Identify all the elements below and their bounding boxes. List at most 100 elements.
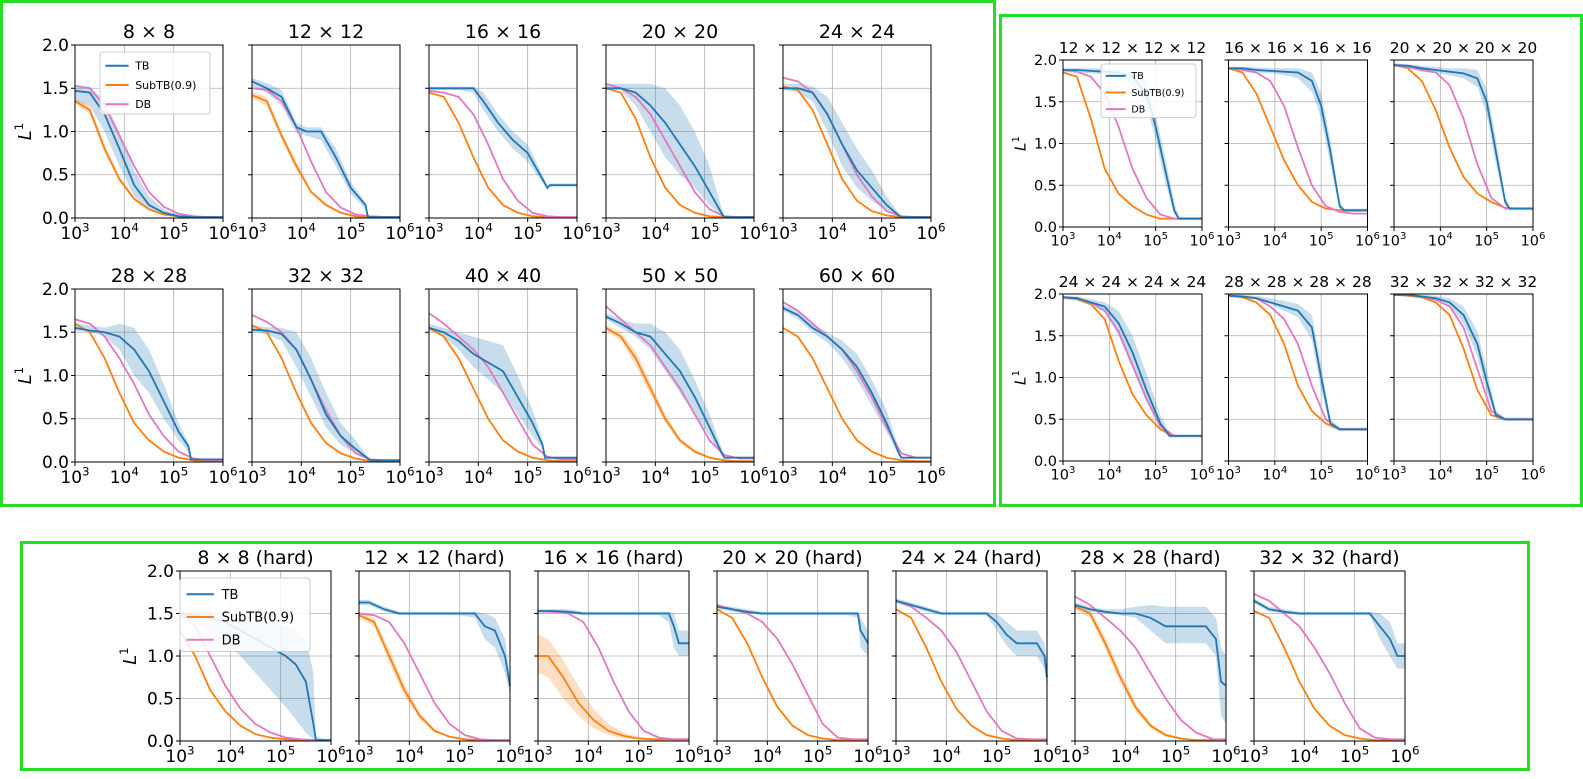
series-tb (251, 80, 400, 219)
x-tick-label: 103 (591, 220, 620, 244)
x-tick-label: 104 (1262, 465, 1287, 484)
y-tick-label: 1.5 (147, 604, 174, 624)
chart-4d-20-20-20-20: 103 104 105 106 20 × 20 × 20 × 20 (1382, 39, 1546, 250)
x-tick-label: 103 (1239, 743, 1268, 767)
series-db (895, 599, 1047, 741)
series-subtb-0-9 (1074, 605, 1226, 741)
chart-2d-24-24: 103 104 105 106 24 × 24 (768, 21, 945, 244)
series-tb (538, 610, 689, 645)
band-subtb-0-9 (252, 91, 400, 218)
y-tick-label: 0.5 (42, 166, 69, 186)
x-tick-label: 103 (60, 220, 89, 244)
x-tick-label: 104 (110, 220, 139, 244)
x-tick-label: 103 (881, 743, 910, 767)
x-tick-label: 104 (1290, 743, 1319, 767)
y-tick-label: 0.5 (42, 410, 69, 430)
panel-hard (20, 541, 1530, 771)
series-tb (429, 87, 577, 190)
x-tick-label: 105 (867, 464, 896, 488)
chart-title: 32 × 32 (288, 265, 364, 287)
legend-label-subtb-0-9: SubTB(0.9) (135, 79, 196, 92)
band-tb (252, 77, 400, 218)
chart-hard-8-8-hard: 0.0 0.5 1.0 1.5 2.0 103 104 105 106 L1 8 × 8 (hard… (117, 547, 345, 767)
chart-hard-24-24-hard: 103 104 105 106 24 × 24 (hard) (881, 547, 1061, 767)
series-subtb-0-9 (1228, 67, 1368, 212)
series-tb (1394, 293, 1533, 421)
series-tb (428, 327, 577, 459)
x-tick-label: 105 (624, 743, 653, 767)
series-db (782, 301, 931, 459)
legend-label-tb: TB (221, 588, 239, 603)
chart-2d-16-16: 103 104 105 106 16 × 16 (414, 21, 591, 244)
x-tick-label: 105 (513, 464, 542, 488)
series-tb (606, 87, 754, 219)
band-tb (1075, 602, 1226, 724)
series-db (251, 87, 400, 219)
series-db (1062, 296, 1202, 437)
band-tb (783, 304, 931, 459)
chart-title: 32 × 32 × 32 × 32 (1390, 273, 1537, 291)
chart-2d-8-8: 0.0 0.5 1.0 1.5 2.0 103 104 105 106 L1 8 × 8 TB SubT… (12, 21, 237, 244)
x-tick-label: 103 (1051, 465, 1076, 484)
series-tb (1062, 296, 1202, 437)
y-axis-label: L1 (1011, 370, 1030, 385)
band-subtb-0-9 (1075, 604, 1226, 741)
chart-title: 16 × 16 (hard) (543, 547, 683, 569)
chart-title: 20 × 20 × 20 × 20 (1390, 39, 1537, 57)
x-tick-label: 106 (1521, 231, 1546, 250)
x-tick-label: 105 (803, 743, 832, 767)
y-tick-label: 1.0 (42, 366, 69, 386)
x-tick-label: 103 (591, 464, 620, 488)
chart-title: 20 × 20 (hard) (722, 547, 862, 569)
x-tick-label: 105 (1309, 465, 1334, 484)
x-tick-label: 106 (853, 743, 882, 767)
chart-title: 8 × 8 (123, 21, 175, 43)
series-tb (1228, 294, 1368, 431)
legend-label-tb: TB (1130, 71, 1143, 82)
y-axis-label: L1 (12, 123, 36, 141)
series-tb (1228, 67, 1368, 212)
x-tick-label: 105 (336, 220, 365, 244)
x-tick-label: 105 (982, 743, 1011, 767)
series-tb (359, 601, 511, 686)
x-tick-label: 106 (674, 743, 703, 767)
chart-title: 28 × 28 (111, 265, 187, 287)
y-tick-label: 1.5 (42, 79, 69, 99)
x-tick-label: 105 (1161, 743, 1190, 767)
x-tick-label: 105 (1309, 231, 1334, 250)
x-tick-label: 103 (414, 464, 443, 488)
x-tick-label: 105 (867, 220, 896, 244)
chart-2d-12-12: 103 104 105 106 12 × 12 (237, 21, 414, 244)
band-tb (606, 83, 754, 218)
y-tick-label: 0.5 (1034, 412, 1057, 428)
x-tick-label: 106 (495, 743, 524, 767)
series-tb (895, 599, 1048, 678)
band-subtb-0-9 (359, 611, 510, 741)
chart-hard-16-16-hard: 103 104 105 106 16 × 16 (hard) (523, 547, 703, 767)
band-tb (1254, 598, 1405, 669)
chart-4d-16-16-16-16: 103 104 105 106 16 × 16 × 16 × 16 (1216, 39, 1380, 250)
chart-title: 40 × 40 (465, 265, 541, 287)
x-tick-label: 104 (1111, 743, 1140, 767)
x-tick-label: 104 (464, 464, 493, 488)
chart-2d-32-32: 103 104 105 106 32 × 32 (237, 265, 414, 488)
y-tick-label: 1.5 (1034, 329, 1057, 345)
chart-title: 12 × 12 (hard) (364, 547, 504, 569)
series-subtb-0-9 (538, 655, 689, 741)
series-tb (1253, 600, 1405, 657)
series-tb (783, 87, 931, 219)
x-tick-label: 105 (159, 220, 188, 244)
x-tick-label: 106 (1032, 743, 1061, 767)
x-tick-label: 103 (1382, 465, 1407, 484)
x-tick-label: 106 (1390, 743, 1419, 767)
x-tick-label: 106 (1211, 743, 1240, 767)
x-tick-label: 105 (445, 743, 474, 767)
legend-box (1100, 63, 1197, 119)
band-tb (429, 86, 577, 190)
x-tick-label: 106 (916, 220, 945, 244)
series-db (1393, 64, 1533, 210)
x-tick-label: 104 (1097, 231, 1122, 250)
y-tick-label: 0.0 (147, 732, 174, 752)
legend-label-db: DB (1131, 104, 1145, 115)
chart-title: 16 × 16 × 16 × 16 (1224, 39, 1371, 57)
